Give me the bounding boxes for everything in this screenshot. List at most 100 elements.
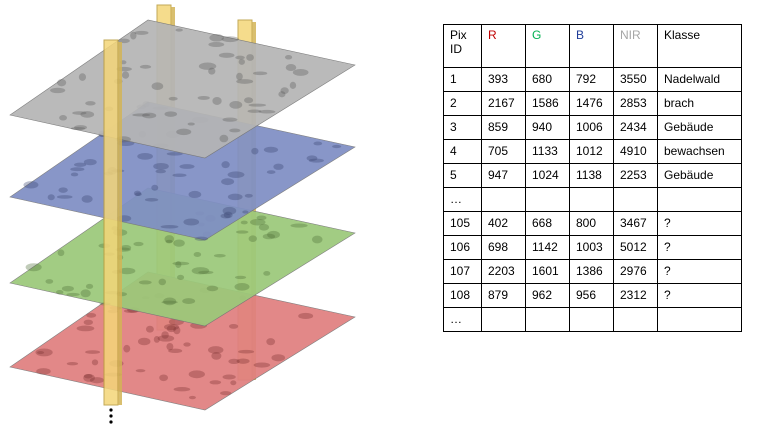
texture-patch bbox=[222, 117, 238, 122]
texture-patch bbox=[271, 354, 286, 362]
texture-patch bbox=[253, 362, 271, 368]
texture-patch bbox=[118, 267, 136, 275]
texture-patch bbox=[298, 312, 314, 320]
texture-patch bbox=[236, 72, 243, 81]
table-cell: ? bbox=[657, 211, 742, 236]
texture-patch bbox=[212, 97, 222, 105]
table-cell: 698 bbox=[481, 235, 526, 260]
table-cell: 4910 bbox=[613, 139, 658, 164]
texture-patch bbox=[234, 275, 247, 280]
texture-patch bbox=[159, 374, 169, 382]
texture-patch bbox=[252, 71, 268, 76]
table-cell: 107 bbox=[443, 259, 482, 284]
table-cell: 1 bbox=[443, 67, 482, 92]
table-cell: 1142 bbox=[525, 235, 570, 260]
pillar-front bbox=[103, 39, 119, 406]
texture-patch bbox=[273, 163, 284, 170]
table-cell: ? bbox=[657, 235, 742, 260]
table-cell bbox=[481, 307, 526, 332]
texture-patch bbox=[157, 335, 175, 342]
header-cell: G bbox=[525, 24, 570, 68]
texture-patch bbox=[209, 34, 225, 42]
table-cell: Nadelwald bbox=[657, 67, 742, 92]
texture-patch bbox=[58, 187, 68, 193]
texture-patch bbox=[244, 97, 254, 104]
table-cell: 5 bbox=[443, 163, 482, 188]
front-pillar bbox=[103, 39, 122, 406]
texture-patch bbox=[219, 134, 229, 143]
texture-patch bbox=[165, 239, 173, 244]
table-cell: 1006 bbox=[569, 115, 614, 140]
table-cell: 680 bbox=[525, 67, 570, 92]
texture-patch bbox=[70, 172, 79, 177]
texture-patch bbox=[80, 111, 95, 118]
layer-plane bbox=[9, 19, 356, 159]
texture-patch bbox=[280, 87, 289, 95]
table-row: 2 2167 1586 1476 2853 brach bbox=[443, 91, 742, 116]
texture-patch bbox=[166, 152, 183, 156]
header-cell: NIR bbox=[613, 24, 658, 68]
table-cell: 393 bbox=[481, 67, 526, 92]
table-cell: 1133 bbox=[525, 139, 570, 164]
table-row: 3 859 940 1006 2434 Gebäude bbox=[443, 115, 742, 140]
table-row: 107 2203 1601 1386 2976? bbox=[443, 259, 742, 284]
texture-patch bbox=[194, 236, 209, 241]
texture-patch bbox=[120, 244, 132, 251]
table-cell: 1601 bbox=[525, 259, 570, 284]
texture-patch bbox=[311, 235, 323, 244]
texture-patch bbox=[161, 331, 169, 339]
table-row: 5 947 1024 1138 2253 Gebäude bbox=[443, 163, 742, 188]
texture-patch bbox=[222, 206, 237, 215]
texture-patch bbox=[139, 64, 152, 69]
texture-patch bbox=[284, 54, 293, 60]
texture-patch bbox=[227, 193, 243, 201]
texture-patch bbox=[250, 218, 266, 226]
texture-patch bbox=[132, 113, 151, 117]
texture-patch bbox=[73, 162, 87, 167]
texture-patch bbox=[248, 103, 267, 107]
table-cell: 2203 bbox=[481, 259, 526, 284]
texture-patch bbox=[85, 101, 96, 106]
texture-patch bbox=[70, 126, 86, 131]
texture-patch bbox=[55, 289, 64, 295]
texture-patch bbox=[235, 55, 245, 60]
header-cell: B bbox=[569, 24, 614, 68]
texture-patch bbox=[59, 115, 67, 121]
texture-patch bbox=[70, 167, 85, 172]
table-header-row: Pix ID R G B NIR Klasse bbox=[443, 24, 742, 68]
texture-patch bbox=[263, 271, 271, 276]
table-cell bbox=[481, 187, 526, 212]
texture-patch bbox=[151, 184, 159, 191]
texture-patch bbox=[134, 192, 142, 197]
texture-patch bbox=[258, 109, 276, 114]
table-cell: 668 bbox=[525, 211, 570, 236]
texture-patch bbox=[183, 342, 191, 347]
texture-patch bbox=[56, 195, 73, 199]
texture-patch bbox=[172, 261, 190, 266]
texture-patch bbox=[278, 91, 286, 98]
texture-patch bbox=[57, 249, 65, 257]
texture-patch bbox=[158, 278, 167, 286]
table-cell: 1386 bbox=[569, 259, 614, 284]
texture-patch bbox=[308, 158, 324, 163]
texture-patch bbox=[36, 368, 51, 375]
texture-patch bbox=[256, 215, 267, 221]
header-cell: R bbox=[481, 24, 526, 68]
texture-patch bbox=[172, 173, 187, 177]
table-cell: 940 bbox=[525, 115, 570, 140]
table-cell: 2434 bbox=[613, 115, 658, 140]
texture-patch bbox=[244, 193, 253, 198]
texture-patch bbox=[262, 233, 276, 240]
pillar-side bbox=[118, 42, 122, 405]
texture-patch bbox=[164, 235, 175, 243]
texture-patch bbox=[247, 109, 262, 113]
texture-patch bbox=[263, 146, 279, 153]
texture-patch bbox=[153, 336, 160, 343]
table-cell bbox=[613, 307, 658, 332]
table-body: 1 393 680 792 3550 Nadelwald 2 2167 1586 1476 2853… bbox=[443, 67, 742, 332]
texture-patch bbox=[135, 369, 146, 373]
texture-patch bbox=[193, 252, 202, 258]
texture-patch bbox=[221, 161, 230, 169]
continuation-dot bbox=[109, 408, 113, 412]
texture-patch bbox=[176, 128, 192, 136]
